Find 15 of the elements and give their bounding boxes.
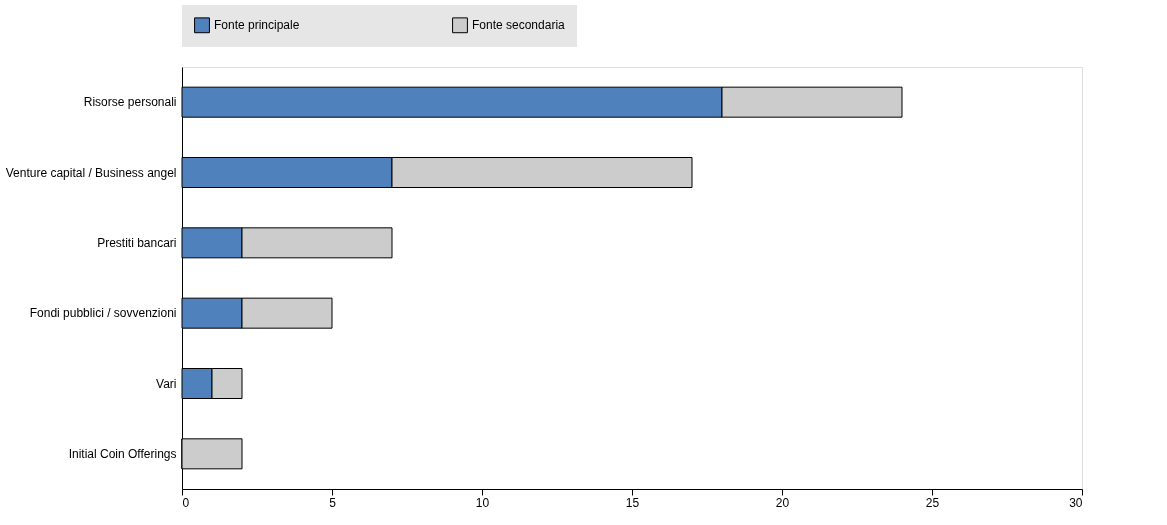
y-tick-label: Vari	[156, 376, 177, 391]
x-tick-label: 15	[625, 495, 640, 510]
x-tick-label: 25	[925, 495, 940, 510]
x-tick-label: 30	[1069, 495, 1083, 510]
legend-label: Fonte principale	[214, 18, 300, 33]
x-tick-label: 20	[775, 495, 790, 510]
y-tick-label: Initial Coin Offerings	[68, 446, 177, 461]
y-tick-label: Risorse personali	[83, 95, 177, 110]
y-tick-label: Fondi pubblici / sovvenzioni	[29, 306, 177, 321]
x-tick-label: 10	[475, 495, 490, 510]
x-tick-label: 0	[182, 495, 190, 510]
y-tick-label: Prestiti bancari	[97, 235, 177, 250]
x-tick-label: 5	[329, 495, 337, 510]
legend-label: Fonte secondaria	[472, 18, 566, 33]
y-tick-label: Venture capital / Business angel	[5, 165, 177, 180]
